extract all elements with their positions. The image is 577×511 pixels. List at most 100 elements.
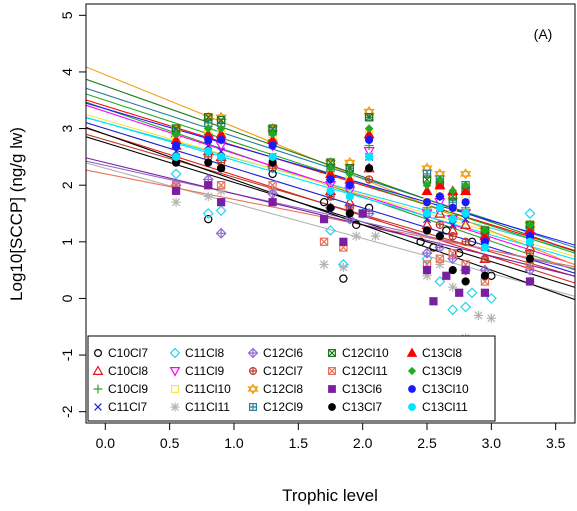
- legend-item-c13cl11: C13Cl11: [408, 400, 468, 414]
- legend-marker: [169, 347, 181, 359]
- data-point-c11cl11: [422, 271, 432, 281]
- data-point-c13cl9: [268, 129, 277, 139]
- legend-label: C11Cl10: [185, 382, 231, 396]
- legend-marker: [93, 349, 102, 358]
- data-point-c13cl7: [480, 271, 490, 280]
- x-tick-label: 3.0: [482, 435, 502, 451]
- data-point-c10cl8: [434, 207, 446, 218]
- legend-marker: [247, 347, 259, 359]
- data-point-c11cl8: [434, 275, 446, 287]
- data-point-c13cl6: [525, 277, 535, 286]
- data-point-c12cl10: [422, 175, 432, 184]
- legend-item-c12cl10: C12Cl10: [328, 346, 389, 360]
- data-point-c13cl11: [480, 243, 490, 252]
- data-point-c12cl10: [364, 113, 374, 122]
- regression-line-c13cl7: [86, 126, 575, 301]
- data-point-c13cl6: [429, 297, 438, 306]
- legend-label: C12Cl9: [263, 400, 303, 414]
- data-point-c11cl8: [485, 292, 497, 304]
- legend-item-c11cl7: C11Cl7: [94, 400, 147, 414]
- data-point-c13cl9: [326, 163, 335, 173]
- data-point-c11cl8: [466, 287, 478, 299]
- data-point-c10cl7: [319, 197, 329, 207]
- data-point-c13cl7: [422, 226, 432, 235]
- data-point-c11cl11: [486, 313, 496, 323]
- legend-item-c13cl9: C13Cl9: [407, 364, 462, 378]
- legend-marker: [328, 403, 336, 411]
- data-point-c11cl8: [170, 168, 182, 180]
- y-tick-label: 2: [59, 181, 75, 189]
- y-axis-title: Log10[SCCP] (ng/g lw): [7, 127, 26, 301]
- legend-item-c10cl7: C10Cl7: [93, 346, 148, 360]
- data-point-c13cl11: [268, 152, 277, 161]
- data-point-c13cl10: [204, 135, 213, 144]
- data-point-c12cl7: [435, 220, 445, 230]
- data-point-c12cl6: [434, 242, 446, 253]
- data-point-c13cl7: [448, 266, 457, 275]
- legend-marker: [249, 367, 258, 376]
- data-point-c13cl7: [204, 158, 213, 167]
- legend-label: C13Cl11: [422, 400, 468, 414]
- data-point-c13cl9: [448, 186, 458, 196]
- legend-item-c12cl11: C12Cl11: [328, 364, 388, 378]
- data-point-c12cl11: [448, 248, 457, 258]
- legend-item-c13cl8: C13Cl8: [406, 346, 462, 360]
- data-point-c13cl10: [435, 192, 444, 201]
- data-point-c12cl11: [319, 237, 329, 247]
- data-point-c13cl11: [171, 152, 181, 161]
- data-point-c13cl11: [461, 209, 470, 218]
- data-point-c11cl11: [448, 282, 458, 292]
- y-tick-label: 3: [59, 124, 75, 132]
- x-tick-label: 2.5: [417, 435, 437, 451]
- legend-label: C13Cl7: [342, 400, 382, 414]
- data-point-c11cl8: [421, 253, 433, 265]
- legend-label: C11Cl8: [185, 346, 224, 360]
- data-point-c13cl11: [204, 147, 213, 156]
- legend-marker: [328, 385, 336, 393]
- data-point-c13cl9: [435, 175, 445, 184]
- data-point-c12cl11: [268, 180, 277, 190]
- legend-marker: [328, 349, 337, 358]
- data-point-c13cl11: [345, 192, 354, 201]
- data-point-c13cl8: [434, 179, 446, 190]
- data-point-c11cl11: [319, 259, 329, 270]
- data-point-c11cl11: [435, 259, 445, 270]
- y-tick-label: 4: [59, 68, 75, 76]
- legend-marker: [406, 347, 418, 357]
- data-point-c10cl7: [352, 220, 361, 230]
- data-point-c11cl8: [447, 304, 459, 316]
- y-tick-label: 1: [59, 238, 75, 246]
- data-point-c13cl6: [217, 198, 226, 207]
- legend-item-c10cl9: C10Cl9: [93, 382, 148, 396]
- data-point-c13cl10: [268, 141, 277, 150]
- legend-label: C10Cl8: [108, 364, 148, 378]
- data-point-c13cl6: [319, 215, 329, 224]
- legend-label: C12Cl11: [342, 364, 388, 378]
- legend-label: C12Cl7: [263, 364, 303, 378]
- data-point-c13cl7: [217, 164, 226, 173]
- data-point-c13cl11: [217, 152, 226, 161]
- data-point-c13cl7: [326, 203, 335, 212]
- y-tick-label: -2: [59, 405, 75, 418]
- regression-line-c12cl11: [86, 169, 575, 268]
- legend-marker: [407, 366, 417, 376]
- data-point-c13cl11: [326, 186, 335, 195]
- x-tick-label: 1.0: [224, 435, 244, 451]
- data-point-c13cl7: [435, 232, 444, 241]
- plot-frame: [85, 3, 576, 424]
- legend-marker: [328, 367, 337, 376]
- legend-label: C13Cl10: [422, 382, 469, 396]
- legend-marker: [171, 385, 180, 394]
- legend-label: C11Cl11: [185, 400, 230, 414]
- data-point-c12cl8: [459, 168, 472, 180]
- data-point-c12cl6: [421, 247, 433, 259]
- data-point-c11cl11: [338, 262, 348, 272]
- data-point-c13cl10: [345, 181, 354, 190]
- legend-marker: [249, 403, 258, 412]
- data-point-c13cl10: [365, 135, 374, 144]
- y-tick-label: -1: [59, 349, 75, 362]
- data-point-c11cl11: [351, 231, 361, 241]
- legend-label: C10Cl9: [108, 382, 148, 396]
- data-point-c13cl10: [171, 141, 181, 150]
